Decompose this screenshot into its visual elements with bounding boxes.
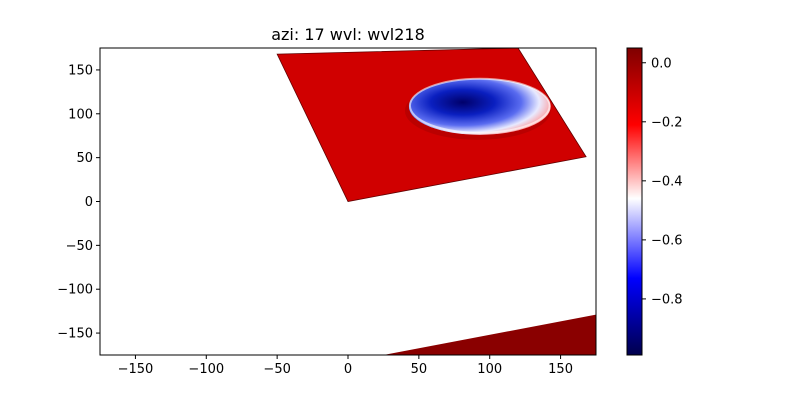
y-tick-label: −150 (57, 327, 93, 342)
crater-rim (408, 77, 551, 134)
colorbar-tick-label: −0.6 (651, 233, 683, 248)
y-tick-label: 50 (76, 151, 93, 166)
y-tick-label: 0 (85, 195, 93, 210)
plot-area (100, 48, 596, 355)
y-axis: 150 100 50 0 −50 −100 −150 (57, 63, 100, 342)
colorbar-axis: 0.0 −0.2 −0.4 −0.6 −0.8 (642, 56, 683, 307)
colorbar (626, 47, 643, 356)
x-tick-label: 50 (411, 362, 428, 377)
x-tick-label: −150 (118, 362, 154, 377)
x-tick-label: 100 (477, 362, 502, 377)
x-tick-label: −100 (188, 362, 224, 377)
colorbar-tick-label: −0.8 (651, 292, 683, 307)
x-tick-label: 150 (548, 362, 573, 377)
colorbar-tick-label: −0.4 (651, 174, 683, 189)
y-tick-label: −50 (66, 239, 93, 254)
chart-title: azi: 17 wvl: wvl218 (271, 25, 425, 44)
crater-region (408, 78, 551, 135)
x-axis: −150 −100 −50 0 50 100 150 (118, 355, 573, 377)
y-tick-label: −100 (57, 283, 93, 298)
lower-plane-region (383, 314, 596, 355)
y-tick-label: 100 (68, 107, 93, 122)
colorbar-tick-label: −0.2 (651, 115, 683, 130)
x-tick-label: 0 (344, 362, 352, 377)
x-tick-label: −50 (263, 362, 290, 377)
colorbar-tick-label: 0.0 (651, 56, 672, 71)
y-tick-label: 150 (68, 63, 93, 78)
